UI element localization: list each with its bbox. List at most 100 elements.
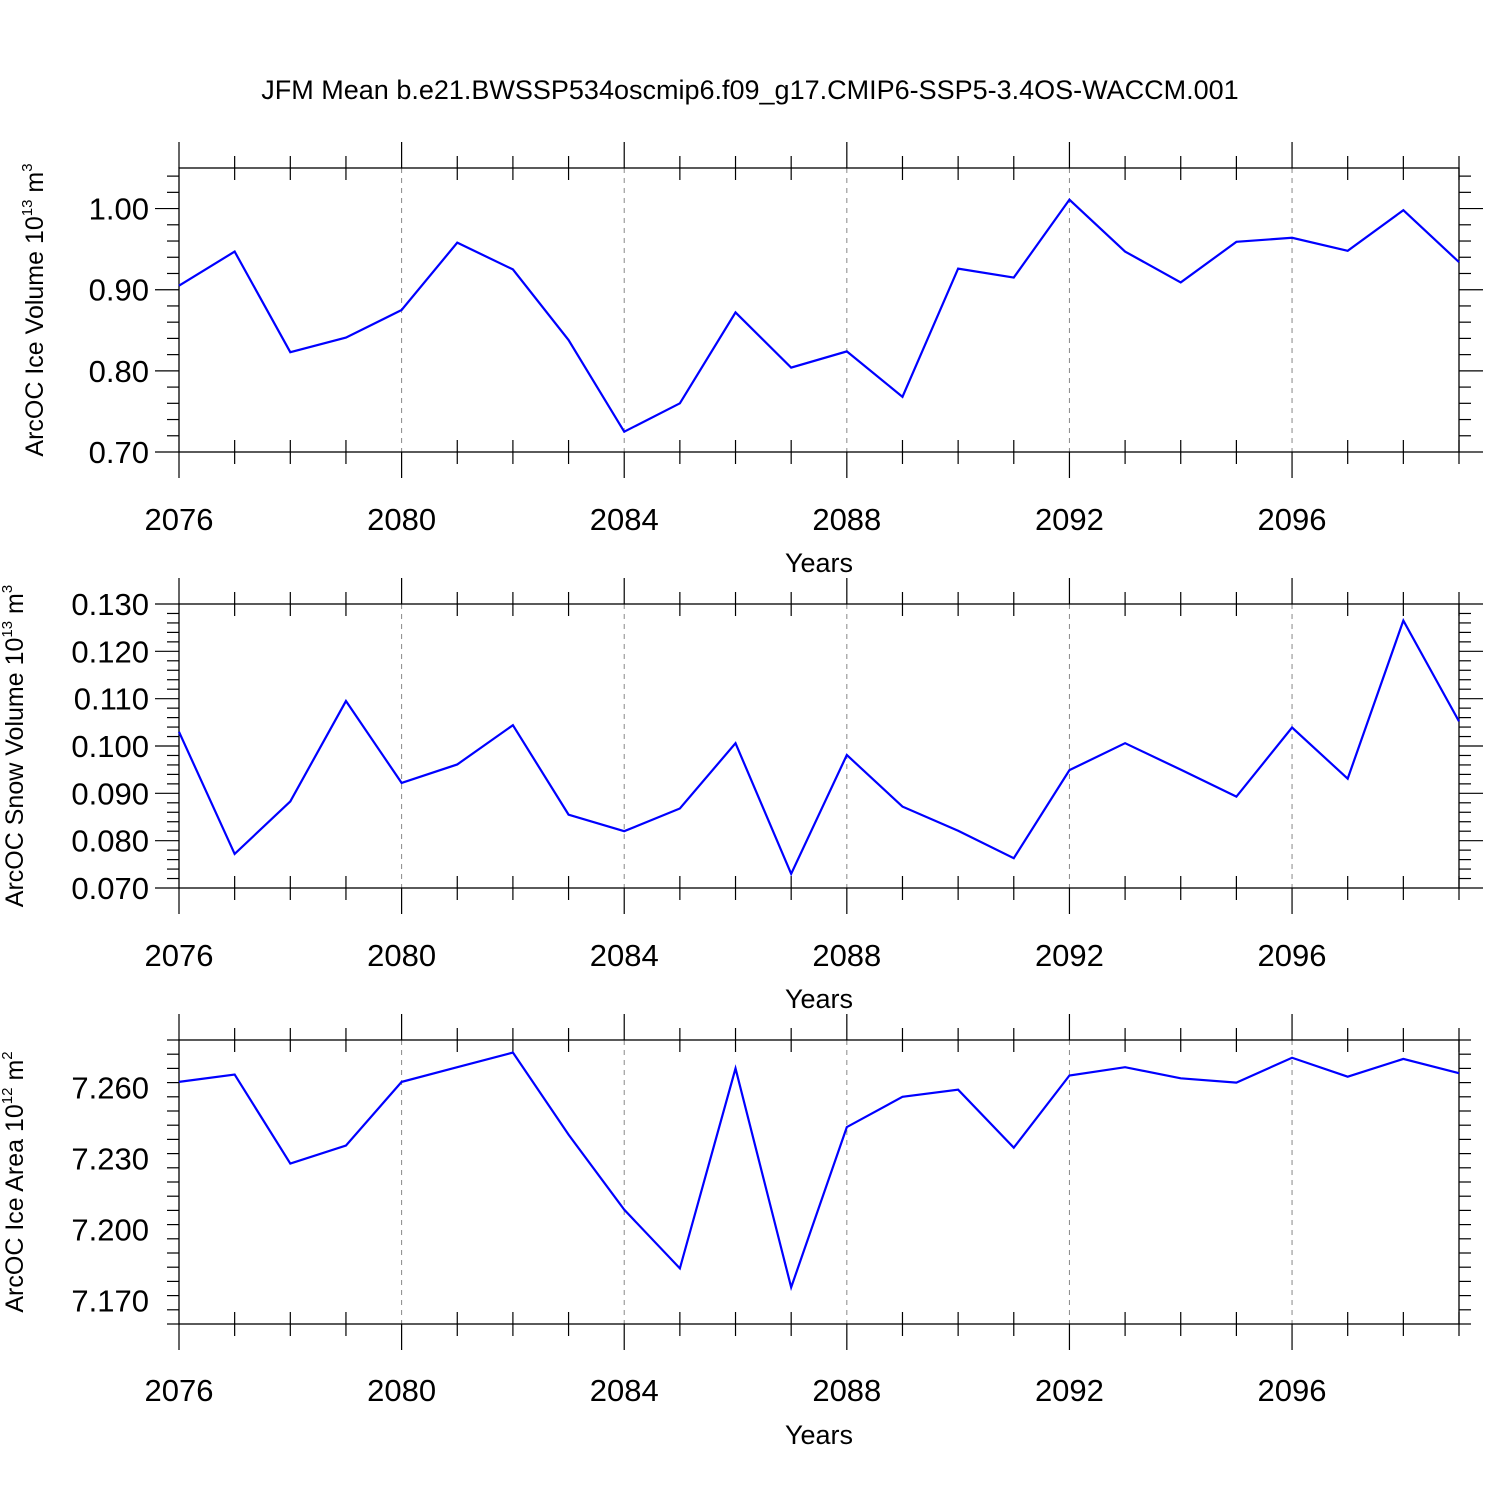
x-tick-label: 2088 [812,502,881,537]
data-point [512,1052,514,1054]
x-axis-label: Years [785,984,853,1014]
y-tick-label: 0.70 [89,435,149,470]
chart-title: JFM Mean b.e21.BWSSP534oscmip6.f09_g17.C… [261,75,1238,105]
data-point [735,742,737,744]
y-tick-label: 0.110 [74,682,149,717]
data-point [456,1066,458,1068]
data-point [512,724,514,726]
y-tick-label: 7.200 [71,1212,149,1247]
plot-frame [178,603,1460,889]
data-point [1180,281,1182,283]
data-point [1124,1066,1126,1068]
data-point [1013,1147,1015,1149]
data-point [178,1081,180,1083]
y-tick-label: 7.170 [71,1283,149,1318]
data-point [1291,727,1293,729]
data-point [289,800,291,802]
data-point [623,830,625,832]
data-point [679,1267,681,1269]
data-point [345,700,347,702]
data-point [1068,199,1070,201]
y-tick-label: 0.080 [71,824,149,859]
data-point [1235,796,1237,798]
data-point [790,1286,792,1288]
y-axis-label: ArcOC Snow Volume 1013 m3 [0,585,29,907]
x-axis-label: Years [785,1420,853,1450]
data-point [1124,742,1126,744]
x-tick-label: 2096 [1258,938,1327,973]
x-tick-label: 2084 [590,502,659,537]
x-tick-label: 2076 [145,502,214,537]
x-tick-label: 2080 [367,1373,436,1408]
data-point [1180,1077,1182,1079]
data-point [1347,250,1349,252]
y-tick-label: 0.80 [89,354,149,389]
data-point [1347,778,1349,780]
plot-frame [178,1039,1460,1325]
y-tick-label: 7.230 [71,1141,149,1176]
chart-panel-2: 0.070 0.080 0.090 0.100 0.110 0.120 0.130 2076 2… [0,578,1483,1014]
data-point [512,268,514,270]
data-point [234,1074,236,1076]
data-point [234,251,236,253]
data-point [735,1067,737,1069]
data-point [623,1209,625,1211]
y-tick-label: 0.090 [71,776,149,811]
y-axis-label: ArcOC Ice Volume 1013 m3 [19,163,49,456]
x-tick-label: 2092 [1035,938,1104,973]
data-point [289,1163,291,1165]
y-tick-label: 0.130 [71,587,149,622]
data-point [679,807,681,809]
y-tick-label: 0.100 [71,729,149,764]
data-point [1402,1058,1404,1060]
data-point [957,268,959,270]
x-axis-label: Years [785,548,853,578]
series-line [178,197,1460,434]
x-tick-label: 2088 [812,938,881,973]
data-point [623,431,625,433]
y-axis-label: ArcOC Ice Area 1012 m2 [0,1051,29,1312]
data-point [846,350,848,352]
data-point [901,1096,903,1098]
chart-panel-1: 0.70 0.80 0.90 1.00 2076 2080 2084 2088 2092 2096… [19,142,1483,578]
data-point [1402,209,1404,211]
data-point [1013,277,1015,279]
data-point [1235,241,1237,243]
y-tick-label: 7.260 [71,1070,149,1105]
x-tick-label: 2084 [590,1373,659,1408]
data-point [1235,1082,1237,1084]
data-point [401,309,403,311]
data-point [1291,1057,1293,1059]
data-point [957,830,959,832]
data-point [901,806,903,808]
data-point [901,396,903,398]
data-point [568,1134,570,1136]
data-point [1068,769,1070,771]
y-tick-label: 0.070 [71,871,149,906]
data-point [846,1126,848,1128]
data-point [401,1081,403,1083]
data-point [1402,620,1404,622]
data-point [1458,261,1460,263]
data-point [178,731,180,733]
x-tick-label: 2076 [145,1373,214,1408]
data-point [957,1089,959,1091]
y-tick-label: 1.00 [89,192,149,227]
chart-panel-3: 7.170 7.200 7.230 7.260 2076 2080 2084 2088 2092… [0,1014,1471,1450]
data-point [568,814,570,816]
y-tick-label: 0.90 [89,273,149,308]
x-tick-label: 2088 [812,1373,881,1408]
data-point [1124,251,1126,253]
x-tick-label: 2080 [367,502,436,537]
data-point [1347,1076,1349,1078]
data-point [456,242,458,244]
x-tick-label: 2076 [145,938,214,973]
x-tick-label: 2084 [590,938,659,973]
data-point [1291,237,1293,239]
data-point [790,873,792,875]
x-tick-label: 2092 [1035,1373,1104,1408]
data-point [1458,1072,1460,1074]
x-tick-label: 2096 [1258,502,1327,537]
data-point [234,853,236,855]
